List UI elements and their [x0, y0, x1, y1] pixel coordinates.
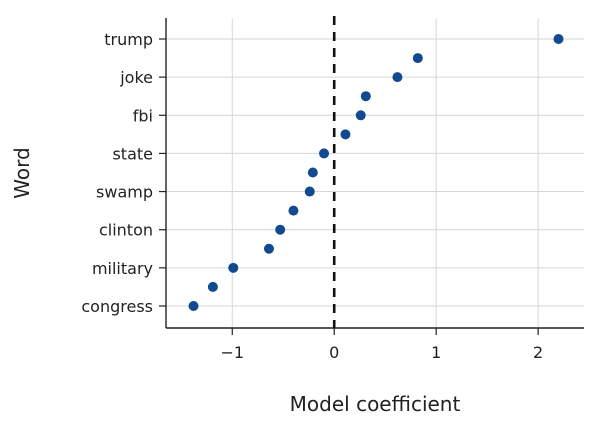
gridlines	[166, 18, 584, 328]
data-point	[275, 225, 285, 235]
axes	[166, 18, 584, 328]
data-point	[228, 263, 238, 273]
y-axis-label: Word	[10, 147, 34, 198]
data-point	[264, 244, 274, 254]
x-tick-label: 1	[431, 343, 441, 362]
data-point	[308, 167, 318, 177]
y-tick-label-state: state	[112, 144, 153, 163]
data-point	[319, 148, 329, 158]
data-point	[305, 187, 315, 197]
y-tick-label-fbi: fbi	[133, 106, 153, 125]
data-point	[340, 129, 350, 139]
data-point	[189, 301, 199, 311]
data-point	[392, 72, 402, 82]
y-tick-label-swamp: swamp	[96, 183, 153, 202]
data-point	[288, 206, 298, 216]
x-tick-label: 2	[533, 343, 543, 362]
y-axis-ticks: trump joke fbi state swamp clinton military con…	[81, 30, 166, 316]
data-points	[189, 34, 564, 311]
y-tick-label-military: military	[92, 259, 153, 278]
data-point	[554, 34, 564, 44]
data-point	[361, 91, 371, 101]
data-point	[413, 53, 423, 63]
y-tick-label-trump: trump	[104, 30, 153, 49]
y-tick-label-clinton: clinton	[99, 221, 153, 240]
data-point	[208, 282, 218, 292]
x-axis-ticks: −1 0 1 2	[220, 328, 543, 362]
data-point	[356, 110, 366, 120]
y-tick-label-joke: joke	[119, 68, 153, 87]
y-tick-label-congress: congress	[81, 297, 153, 316]
x-tick-label: 0	[329, 343, 339, 362]
x-tick-label: −1	[220, 343, 244, 362]
x-axis-label: Model coefficient	[290, 392, 461, 416]
